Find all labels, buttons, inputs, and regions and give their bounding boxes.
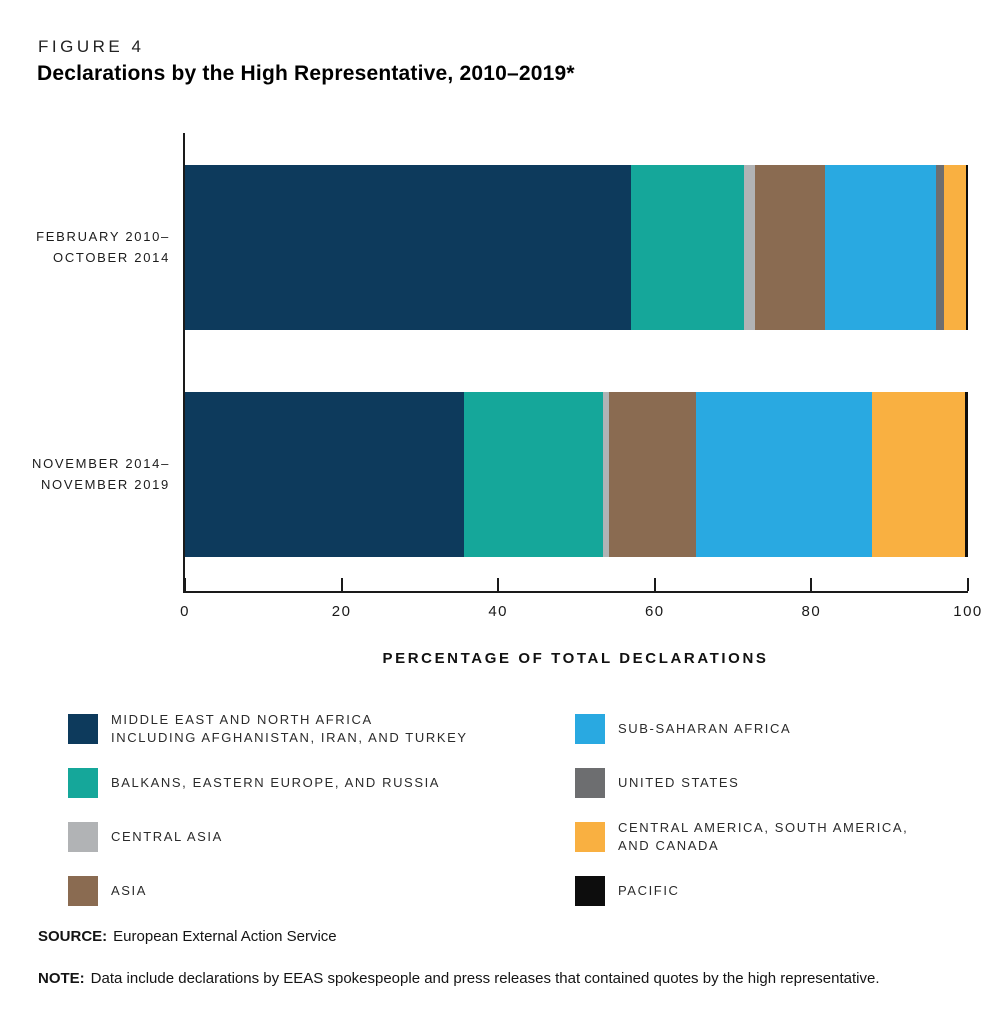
chart-legend: MIDDLE EAST AND NORTH AFRICA INCLUDING A…: [68, 711, 983, 906]
x-axis-tick: [653, 578, 656, 591]
legend-item-label: SUB-SAHARAN AFRICA: [618, 720, 792, 736]
legend-item-label: PACIFIC: [618, 882, 680, 898]
bar-segment-central-america-south-america-canada: [871, 392, 965, 557]
figure-number-label: FIGURE 4: [38, 37, 145, 56]
bar-segment-asia: [609, 392, 697, 557]
note-label: NOTE:: [38, 970, 85, 987]
source-label: SOURCE:: [38, 928, 108, 945]
legend-item-sub-saharan-africa: SUB-SAHARAN AFRICA: [575, 713, 983, 744]
legend-item-label: UNITED STATES: [618, 774, 740, 790]
bar-segment-sub-saharan-africa: [825, 165, 936, 330]
legend-swatch: [575, 875, 605, 906]
figure-title: Declarations by the High Representative,…: [37, 62, 575, 85]
bar-segment-sub-saharan-africa: [696, 392, 872, 557]
x-axis-title: PERCENTAGE OF TOTAL DECLARATIONS: [382, 650, 769, 667]
legend-item-united-states: UNITED STATES: [575, 767, 983, 798]
x-axis-tick-label: 40: [488, 603, 509, 620]
legend-item-label: ASIA: [111, 882, 148, 898]
note-line: NOTE: Data include declarations by EEAS s…: [38, 970, 880, 987]
x-axis-tick: [810, 578, 813, 591]
legend-item-asia: ASIA: [68, 875, 575, 906]
legend-swatch: [575, 713, 605, 744]
x-axis-tick: [340, 578, 343, 591]
bar-segment-middle-east-north-africa: [185, 165, 632, 330]
legend-swatch: [68, 767, 98, 798]
legend-swatch: [575, 821, 605, 852]
legend-item-middle-east-north-africa: MIDDLE EAST AND NORTH AFRICA INCLUDING A…: [68, 711, 575, 747]
bar-segment-pacific: [964, 392, 968, 557]
x-axis-tick: [184, 578, 186, 591]
bar-segment-balkans-eastern-europe-russia: [631, 165, 745, 330]
bar-segment-asia: [755, 165, 826, 330]
plot-area: 0 20 40 60 80 100: [180, 133, 981, 620]
note-text: Data include declarations by EEAS spokes…: [90, 970, 880, 987]
legend-item-central-asia: CENTRAL ASIA: [68, 821, 575, 852]
legend-item-balkans-eastern-europe-russia: BALKANS, EASTERN EUROPE, AND RUSSIA: [68, 767, 575, 798]
legend-swatch: [68, 875, 98, 906]
bar-segment-united-states: [935, 165, 945, 330]
legend-item-pacific: PACIFIC: [575, 875, 983, 906]
bar-segment-balkans-eastern-europe-russia: [463, 392, 604, 557]
x-axis-tick-label: 100: [953, 603, 983, 620]
bar-track: [185, 165, 968, 330]
legend-swatch: [575, 767, 605, 798]
source-line: SOURCE: European External Action Service: [38, 928, 337, 945]
x-axis-tick-label: 20: [331, 603, 352, 620]
x-axis-tick-label: 60: [644, 603, 665, 620]
legend-item-label: BALKANS, EASTERN EUROPE, AND RUSSIA: [111, 774, 441, 790]
x-axis-tick-label: 80: [801, 603, 822, 620]
stacked-bar-chart: FEBRUARY 2010– OCTOBER 2014 NOVEMBER 201…: [0, 133, 1000, 678]
bar-segment-central-asia: [744, 165, 755, 330]
x-axis-tick: [967, 578, 969, 591]
legend-item-label: CENTRAL ASIA: [111, 828, 223, 844]
category-label-2014-2019: NOVEMBER 2014– NOVEMBER 2019: [32, 455, 170, 492]
legend-swatch: [68, 713, 98, 744]
legend-item-label: MIDDLE EAST AND NORTH AFRICA INCLUDING A…: [111, 712, 468, 745]
legend-item-label: CENTRAL AMERICA, SOUTH AMERICA, AND CANA…: [618, 819, 909, 853]
bar-track: [185, 392, 968, 557]
source-text: European External Action Service: [113, 928, 337, 945]
bar-segment-pacific: [965, 165, 968, 330]
legend-swatch: [68, 821, 98, 852]
bar-segment-middle-east-north-africa: [185, 392, 464, 557]
bar-segment-central-asia: [603, 392, 610, 557]
x-axis-tick-label: 0: [180, 603, 190, 620]
x-axis-tick: [497, 578, 500, 591]
legend-item-central-america-south-america-canada: CENTRAL AMERICA, SOUTH AMERICA, AND CANA…: [575, 819, 983, 855]
bar-segment-central-america-south-america-canada: [944, 165, 966, 330]
category-label-2010-2014: FEBRUARY 2010– OCTOBER 2014: [36, 228, 170, 265]
